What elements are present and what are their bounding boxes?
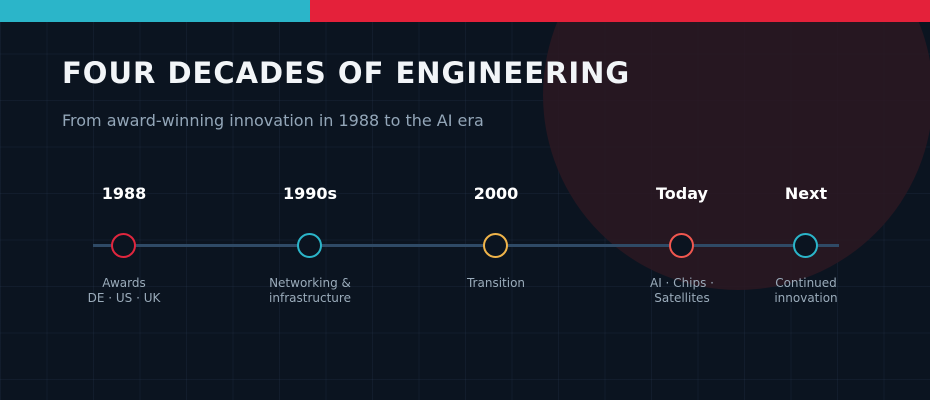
milestone-description: AI · Chips · Satellites — [650, 276, 714, 306]
milestone-marker — [111, 233, 136, 258]
milestone-marker — [793, 233, 818, 258]
milestone-desc-line: Networking & — [269, 276, 351, 290]
milestone-description: Transition — [467, 276, 525, 291]
milestone-desc-line: Satellites — [654, 291, 710, 305]
milestone-year: 1990s — [282, 184, 338, 203]
milestone-marker — [669, 233, 694, 258]
milestone-marker — [483, 233, 508, 258]
top-accent-bar — [0, 0, 930, 22]
milestone-description: Networking & infrastructure — [269, 276, 351, 306]
timeline-track — [93, 244, 839, 247]
milestone-year: 2000 — [473, 184, 519, 203]
top-accent-right — [310, 0, 930, 22]
milestone-marker — [297, 233, 322, 258]
milestone-desc-line: Awards — [102, 276, 146, 290]
milestone-desc-line: innovation — [774, 291, 838, 305]
milestone-desc-line: DE · US · UK — [87, 291, 161, 305]
milestone-description: Continued innovation — [774, 276, 837, 306]
top-accent-left — [0, 0, 310, 22]
page-title: FOUR DECADES OF ENGINEERING — [62, 56, 631, 90]
milestone-desc-line: Continued — [775, 276, 837, 290]
milestone-year: 1988 — [101, 184, 147, 203]
milestone-desc-line: infrastructure — [269, 291, 351, 305]
page-subtitle: From award-winning innovation in 1988 to… — [62, 111, 484, 130]
milestone-year: Next — [784, 184, 828, 203]
milestone-desc-line: Transition — [466, 276, 526, 290]
milestone-desc-line: AI · Chips · — [649, 276, 715, 290]
milestone-description: Awards DE · US · UK — [88, 276, 161, 306]
milestone-year: Today — [656, 184, 708, 203]
